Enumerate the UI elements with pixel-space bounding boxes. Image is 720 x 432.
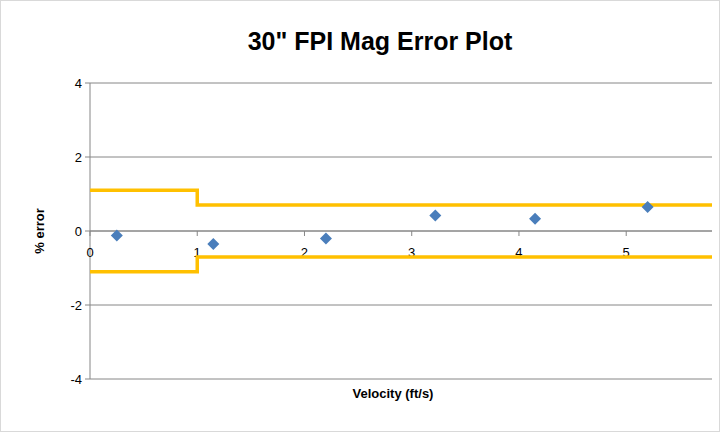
y-axis-label: % error — [32, 208, 47, 254]
grid-line — [90, 157, 712, 158]
data-point — [529, 213, 541, 225]
plot-area — [90, 190, 712, 271]
title: 30" FPI Mag Error Plot — [248, 27, 513, 55]
tick-mark — [85, 231, 90, 232]
tick-mark — [197, 231, 198, 236]
x-tick-label: 0 — [86, 245, 93, 260]
data-point — [207, 238, 219, 250]
tick-mark — [411, 231, 412, 236]
x-axis-label: Velocity (ft/s) — [353, 386, 434, 401]
tick-mark — [518, 231, 519, 236]
chart-container: 30" FPI Mag Error Plot-4-2024012345Veloc… — [0, 0, 720, 432]
tick-mark — [90, 231, 91, 236]
tick-mark — [85, 83, 90, 84]
data-point — [111, 229, 123, 241]
y-tick-label: 0 — [75, 224, 82, 239]
tick-mark — [85, 157, 90, 158]
y-tick-label: -4 — [70, 372, 82, 387]
chart-svg: 30" FPI Mag Error Plot-4-2024012345Veloc… — [0, 0, 720, 432]
y-axis — [90, 83, 91, 379]
x-axis — [90, 231, 712, 232]
tick-mark — [304, 231, 305, 236]
tick-mark — [85, 379, 90, 380]
chart-border — [1, 1, 720, 432]
tick-mark — [626, 231, 627, 236]
limit-line — [90, 257, 712, 272]
data-point — [320, 232, 332, 244]
grid-line — [90, 231, 712, 232]
limit-line — [90, 190, 712, 205]
grid-line — [90, 83, 712, 84]
tick-mark — [85, 305, 90, 306]
y-tick-label: -2 — [70, 298, 82, 313]
grid-line — [90, 305, 712, 306]
y-tick-label: 4 — [75, 76, 82, 91]
grid-line — [90, 379, 712, 380]
y-tick-label: 2 — [75, 150, 82, 165]
data-point — [429, 209, 441, 221]
data-point — [642, 201, 654, 213]
